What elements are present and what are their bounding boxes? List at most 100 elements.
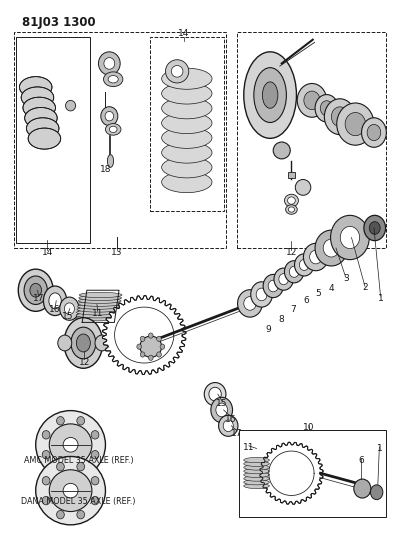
Ellipse shape: [57, 511, 64, 519]
Ellipse shape: [77, 307, 119, 312]
Ellipse shape: [42, 477, 50, 485]
Ellipse shape: [140, 352, 145, 357]
Ellipse shape: [320, 101, 333, 116]
Text: 10: 10: [303, 423, 315, 432]
Text: 17: 17: [231, 429, 243, 438]
Ellipse shape: [109, 126, 117, 133]
Ellipse shape: [64, 318, 103, 368]
Ellipse shape: [340, 227, 360, 248]
Bar: [15, 32, 226, 248]
Ellipse shape: [244, 296, 256, 310]
Text: DANA MODEL 35 AXLE (REF.): DANA MODEL 35 AXLE (REF.): [21, 497, 136, 506]
Ellipse shape: [57, 417, 64, 425]
Ellipse shape: [299, 260, 309, 270]
Ellipse shape: [310, 250, 322, 264]
Ellipse shape: [315, 230, 347, 266]
Ellipse shape: [244, 476, 269, 481]
Ellipse shape: [79, 295, 121, 301]
Ellipse shape: [58, 335, 72, 351]
Ellipse shape: [149, 355, 153, 360]
Ellipse shape: [77, 463, 84, 471]
Ellipse shape: [244, 465, 269, 470]
Ellipse shape: [171, 66, 183, 77]
Ellipse shape: [36, 410, 105, 479]
Ellipse shape: [57, 463, 64, 471]
Ellipse shape: [77, 511, 84, 519]
Ellipse shape: [304, 91, 320, 110]
Ellipse shape: [91, 450, 99, 459]
Ellipse shape: [354, 479, 371, 498]
Ellipse shape: [101, 107, 118, 126]
Ellipse shape: [286, 205, 297, 214]
Ellipse shape: [274, 268, 293, 290]
Ellipse shape: [66, 100, 75, 111]
Ellipse shape: [63, 483, 78, 498]
Ellipse shape: [104, 58, 115, 69]
Ellipse shape: [160, 344, 165, 349]
Ellipse shape: [315, 94, 338, 122]
Bar: [150, 37, 224, 211]
Ellipse shape: [289, 266, 299, 277]
Ellipse shape: [268, 280, 278, 292]
Ellipse shape: [108, 76, 118, 83]
Ellipse shape: [79, 298, 121, 303]
Ellipse shape: [288, 197, 295, 204]
Ellipse shape: [219, 415, 238, 437]
Ellipse shape: [238, 290, 263, 317]
Text: 12: 12: [79, 358, 90, 367]
Ellipse shape: [76, 313, 119, 318]
Text: 5: 5: [316, 289, 321, 298]
Ellipse shape: [162, 172, 212, 192]
Ellipse shape: [95, 335, 109, 351]
Ellipse shape: [140, 336, 162, 357]
Ellipse shape: [244, 472, 269, 478]
Ellipse shape: [49, 424, 92, 466]
Text: 16: 16: [50, 305, 61, 314]
Ellipse shape: [162, 68, 212, 90]
Text: 18: 18: [100, 165, 111, 174]
Ellipse shape: [263, 82, 278, 108]
Ellipse shape: [107, 155, 114, 167]
Ellipse shape: [105, 111, 114, 121]
Bar: [237, 32, 386, 248]
Text: 8: 8: [278, 315, 284, 324]
Ellipse shape: [19, 77, 52, 98]
Ellipse shape: [25, 108, 57, 128]
Ellipse shape: [77, 310, 119, 315]
Ellipse shape: [216, 403, 228, 417]
Ellipse shape: [63, 438, 78, 452]
Ellipse shape: [162, 83, 212, 104]
Ellipse shape: [79, 292, 122, 297]
Ellipse shape: [204, 383, 226, 406]
Ellipse shape: [297, 84, 327, 117]
Ellipse shape: [64, 303, 74, 314]
Text: AMC MODEL 35 AXLE (REF.): AMC MODEL 35 AXLE (REF.): [24, 456, 133, 465]
Polygon shape: [103, 296, 186, 375]
Text: 17: 17: [33, 294, 44, 303]
Ellipse shape: [162, 157, 212, 178]
Text: 4: 4: [328, 284, 334, 293]
Ellipse shape: [42, 496, 50, 505]
Ellipse shape: [157, 336, 161, 342]
Bar: [288, 172, 295, 178]
Ellipse shape: [162, 142, 212, 163]
Text: 9: 9: [265, 325, 271, 334]
Ellipse shape: [362, 118, 386, 147]
Text: 14: 14: [42, 248, 53, 257]
Ellipse shape: [60, 297, 79, 320]
Text: 1: 1: [378, 294, 384, 303]
Ellipse shape: [367, 124, 381, 141]
Text: 2: 2: [362, 283, 368, 292]
Polygon shape: [260, 442, 323, 504]
Ellipse shape: [99, 52, 120, 75]
Ellipse shape: [105, 124, 121, 135]
Ellipse shape: [77, 304, 120, 309]
Ellipse shape: [323, 239, 340, 257]
Ellipse shape: [18, 269, 53, 311]
Ellipse shape: [244, 480, 269, 485]
Text: 15: 15: [62, 312, 73, 321]
Ellipse shape: [331, 107, 348, 126]
Text: 7: 7: [290, 305, 296, 314]
Ellipse shape: [49, 470, 92, 512]
Ellipse shape: [57, 465, 64, 473]
